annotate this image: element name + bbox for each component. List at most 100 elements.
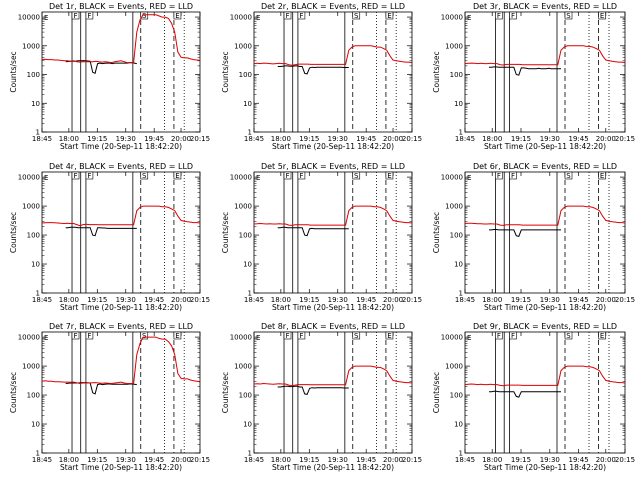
- x-tick-label: 20:15: [190, 456, 210, 464]
- flag-box: [140, 331, 149, 340]
- x-tick-label: 19:15: [511, 456, 531, 464]
- flag-label: S: [354, 172, 359, 180]
- flag-label: F: [286, 12, 290, 20]
- x-tick-label: 20:00: [383, 296, 403, 304]
- flag-box: [297, 331, 306, 340]
- y-tick-label: 10000: [441, 174, 463, 182]
- x-tick-label: 18:00: [482, 296, 502, 304]
- flag-label: E: [600, 12, 604, 20]
- flag-label: S: [566, 332, 571, 340]
- panel-title: Det 6r, BLACK = Events, RED = LLD: [473, 162, 617, 171]
- flag-box: [495, 11, 503, 20]
- x-tick-label: 20:15: [190, 135, 210, 143]
- x-tick-label: 19:15: [87, 296, 107, 304]
- panel-det-2: Det 2r, BLACK = Events, RED = LLD 1 10 100 1…: [221, 2, 422, 151]
- x-tick-label: 20:15: [615, 135, 635, 143]
- flag-label: F: [299, 172, 303, 180]
- x-tick-label: 20:00: [596, 456, 616, 464]
- y-tick-label: 10: [454, 261, 463, 269]
- x-tick-label: 18:45: [244, 135, 264, 143]
- flag-label: F: [497, 172, 501, 180]
- x-tick-label: 19:45: [356, 456, 376, 464]
- x-tick-label: 19:15: [299, 456, 319, 464]
- x-tick-label: 18:45: [244, 296, 264, 304]
- flag-box: [283, 11, 292, 20]
- plot-frame: [253, 171, 413, 294]
- flag-label: E: [387, 332, 391, 340]
- flag-box: [71, 171, 80, 180]
- flag-label: E: [175, 12, 179, 20]
- corner-label: E: [467, 334, 471, 342]
- x-tick-label: 19:15: [511, 135, 531, 143]
- flag-label: S: [142, 172, 147, 180]
- flag-label: F: [299, 332, 303, 340]
- x-tick-label: 19:30: [116, 456, 136, 464]
- flag-label: F: [286, 332, 290, 340]
- x-tick-label: 18:45: [455, 296, 475, 304]
- corner-label: E: [44, 334, 48, 342]
- y-axis-label: Counts/sec: [221, 372, 230, 413]
- y-axis-label: Counts/sec: [9, 212, 18, 253]
- flag-box: [495, 171, 503, 180]
- plot-frame: [41, 11, 201, 133]
- flag-box: [385, 11, 394, 20]
- flag-box: [385, 331, 394, 340]
- corner-label: E: [256, 334, 260, 342]
- corner-label: E: [44, 174, 48, 182]
- flag-box: [85, 171, 94, 180]
- y-tick-label: 10000: [230, 14, 252, 22]
- x-tick-label: 20:00: [383, 135, 403, 143]
- x-tick-label: 20:15: [190, 296, 210, 304]
- y-tick-label: 10: [243, 100, 252, 108]
- flag-label: S: [354, 12, 359, 20]
- series-red-line: [253, 45, 413, 66]
- x-tick-label: 18:00: [59, 296, 79, 304]
- flag-box: [352, 331, 361, 340]
- panel-title: Det 5r, BLACK = Events, RED = LLD: [261, 162, 405, 171]
- flag-label: E: [175, 172, 179, 180]
- y-tick-label: 1000: [445, 42, 463, 50]
- y-tick-label: 1: [36, 290, 40, 298]
- x-tick-label: 19:30: [116, 296, 136, 304]
- flag-box: [85, 331, 94, 340]
- flag-box: [564, 171, 573, 180]
- flag-label: F: [299, 12, 303, 20]
- x-tick-label: 20:15: [615, 456, 635, 464]
- x-tick-label: 19:30: [328, 135, 348, 143]
- flag-box: [71, 11, 80, 20]
- x-tick-label: 19:45: [144, 456, 164, 464]
- x-tick-label: 18:45: [32, 135, 52, 143]
- panel-title: Det 1r, BLACK = Events, RED = LLD: [49, 2, 193, 11]
- flag-box: [71, 331, 80, 340]
- x-tick-label: 20:15: [402, 296, 422, 304]
- y-axis-label: Counts/sec: [221, 212, 230, 253]
- x-axis-label: Start Time (20-Sep-11 18:42:20): [272, 142, 394, 151]
- x-tick-label: 18:45: [455, 456, 475, 464]
- flag-box: [598, 331, 606, 340]
- x-tick-label: 20:15: [615, 296, 635, 304]
- y-tick-label: 1000: [22, 203, 40, 211]
- flag-box: [564, 11, 573, 20]
- series-red-line: [253, 205, 413, 226]
- flag-label: F: [74, 332, 78, 340]
- y-axis-label: Counts/sec: [9, 51, 18, 92]
- series-black-line: [489, 390, 561, 398]
- x-axis-label: Start Time (20-Sep-11 18:42:20): [272, 303, 394, 312]
- flag-box: [509, 11, 517, 20]
- y-tick-label: 100: [450, 71, 463, 79]
- x-tick-label: 18:00: [59, 456, 79, 464]
- x-tick-label: 18:00: [482, 456, 502, 464]
- y-tick-label: 1: [459, 129, 463, 137]
- panel-title: Det 2r, BLACK = Events, RED = LLD: [261, 2, 405, 11]
- flag-box: [140, 171, 149, 180]
- flag-label: F: [511, 12, 515, 20]
- series-red-line: [41, 336, 201, 385]
- y-tick-label: 100: [27, 232, 40, 240]
- flag-label: F: [87, 12, 91, 20]
- x-tick-label: 19:45: [356, 135, 376, 143]
- x-tick-label: 18:00: [271, 135, 291, 143]
- y-tick-label: 1000: [234, 42, 252, 50]
- y-tick-label: 10: [31, 100, 40, 108]
- y-tick-label: 100: [27, 392, 40, 400]
- x-tick-label: 19:30: [328, 296, 348, 304]
